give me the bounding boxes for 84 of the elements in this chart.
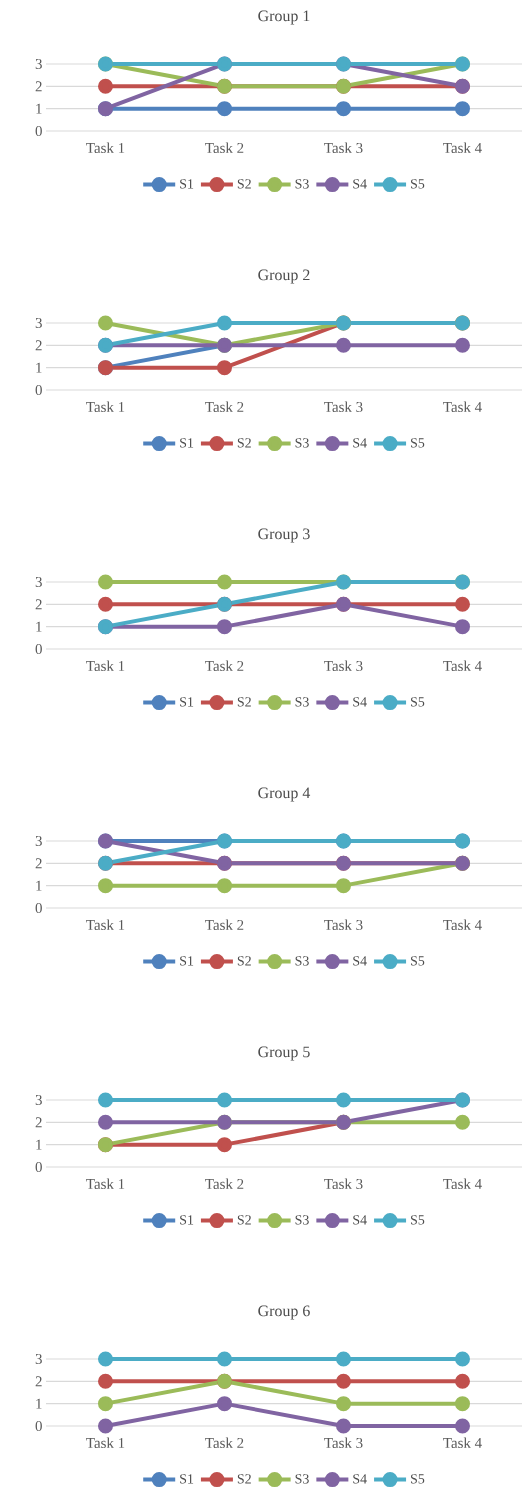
y-tick-label: 0 xyxy=(35,1161,42,1173)
x-tick-label: Task 1 xyxy=(86,919,125,931)
x-tick-label: Task 1 xyxy=(86,660,125,672)
legend-label: S3 xyxy=(295,956,309,966)
y-tick-label: 2 xyxy=(35,858,42,869)
legend-label: S2 xyxy=(237,956,251,966)
x-tick-label: Task 1 xyxy=(86,142,125,154)
legend-label: S5 xyxy=(411,438,425,448)
chart-title: Group 2 xyxy=(258,269,310,284)
y-tick-label: 1 xyxy=(36,1139,42,1150)
legend-label: S1 xyxy=(180,956,194,966)
legend-label: S3 xyxy=(295,1474,309,1484)
y-tick-label: 1 xyxy=(36,880,42,891)
legend-label: S2 xyxy=(237,1474,251,1484)
legend-label: S4 xyxy=(353,697,367,707)
legend-label: S2 xyxy=(237,179,251,189)
legend-label: S4 xyxy=(353,438,367,448)
x-tick-label: Task 4 xyxy=(443,1178,482,1190)
y-tick-label: 2 xyxy=(35,340,42,351)
x-tick-label: Task 3 xyxy=(324,1437,363,1449)
y-tick-label: 3 xyxy=(35,1094,42,1105)
legend-label: S5 xyxy=(411,956,425,966)
x-tick-label: Task 4 xyxy=(443,401,482,413)
y-tick-label: 2 xyxy=(35,1376,42,1387)
legend-label: S3 xyxy=(295,1215,309,1225)
legend-label: S2 xyxy=(237,1215,251,1225)
legend-label: S3 xyxy=(295,438,309,448)
x-tick-label: Task 4 xyxy=(443,919,482,931)
y-tick-label: 0 xyxy=(35,643,42,655)
legend-label: S3 xyxy=(295,697,309,707)
legend-label: S3 xyxy=(295,179,309,189)
legend-label: S2 xyxy=(237,438,251,448)
x-tick-label: Task 3 xyxy=(324,1178,363,1190)
legend-label: S1 xyxy=(180,438,194,448)
x-tick-label: Task 2 xyxy=(205,919,244,931)
y-tick-label: 3 xyxy=(35,58,42,69)
y-tick-label: 2 xyxy=(35,81,42,92)
legend-label: S1 xyxy=(180,697,194,707)
y-tick-label: 1 xyxy=(36,362,42,373)
x-tick-label: Task 3 xyxy=(324,142,363,154)
legend-label: S5 xyxy=(411,1215,425,1225)
legend-label: S2 xyxy=(237,697,251,707)
x-tick-label: Task 3 xyxy=(324,401,363,413)
legend-label: S1 xyxy=(180,179,194,189)
legend-label: S5 xyxy=(411,1474,425,1484)
y-tick-label: 0 xyxy=(35,902,42,914)
y-tick-label: 1 xyxy=(36,621,42,632)
legend-label: S4 xyxy=(353,179,367,189)
legend-label: S1 xyxy=(180,1474,194,1484)
chart-title: Group 3 xyxy=(258,528,310,543)
y-tick-label: 3 xyxy=(35,835,42,846)
x-tick-label: Task 2 xyxy=(205,1437,244,1449)
y-tick-label: 3 xyxy=(35,1353,42,1364)
x-tick-label: Task 3 xyxy=(324,660,363,672)
chart-title: Group 5 xyxy=(258,1046,310,1061)
chart-title: Group 6 xyxy=(258,1305,310,1320)
legend-label: S1 xyxy=(180,1215,194,1225)
x-tick-label: Task 2 xyxy=(205,401,244,413)
x-tick-label: Task 4 xyxy=(443,660,482,672)
y-tick-label: 0 xyxy=(35,125,42,137)
y-tick-label: 2 xyxy=(35,599,42,610)
x-tick-label: Task 2 xyxy=(205,142,244,154)
legend-label: S5 xyxy=(411,697,425,707)
x-tick-label: Task 1 xyxy=(86,1437,125,1449)
legend-label: S5 xyxy=(411,179,425,189)
legend-label: S4 xyxy=(353,1474,367,1484)
y-tick-label: 3 xyxy=(35,576,42,587)
y-tick-label: 0 xyxy=(35,384,42,396)
x-tick-label: Task 3 xyxy=(324,919,363,931)
y-tick-label: 3 xyxy=(35,317,42,328)
x-tick-label: Task 1 xyxy=(86,401,125,413)
legend-label: S4 xyxy=(353,1215,367,1225)
y-tick-label: 1 xyxy=(36,1398,42,1409)
chart-title: Group 1 xyxy=(258,10,310,25)
x-tick-label: Task 2 xyxy=(205,1178,244,1190)
y-tick-label: 2 xyxy=(35,1117,42,1128)
x-tick-label: Task 4 xyxy=(443,142,482,154)
x-tick-label: Task 2 xyxy=(205,660,244,672)
y-tick-label: 0 xyxy=(35,1420,42,1432)
y-tick-label: 1 xyxy=(36,103,42,114)
chart-title: Group 4 xyxy=(258,787,311,802)
x-tick-label: Task 4 xyxy=(443,1437,482,1449)
legend-label: S4 xyxy=(353,956,367,966)
x-tick-label: Task 1 xyxy=(86,1178,125,1190)
